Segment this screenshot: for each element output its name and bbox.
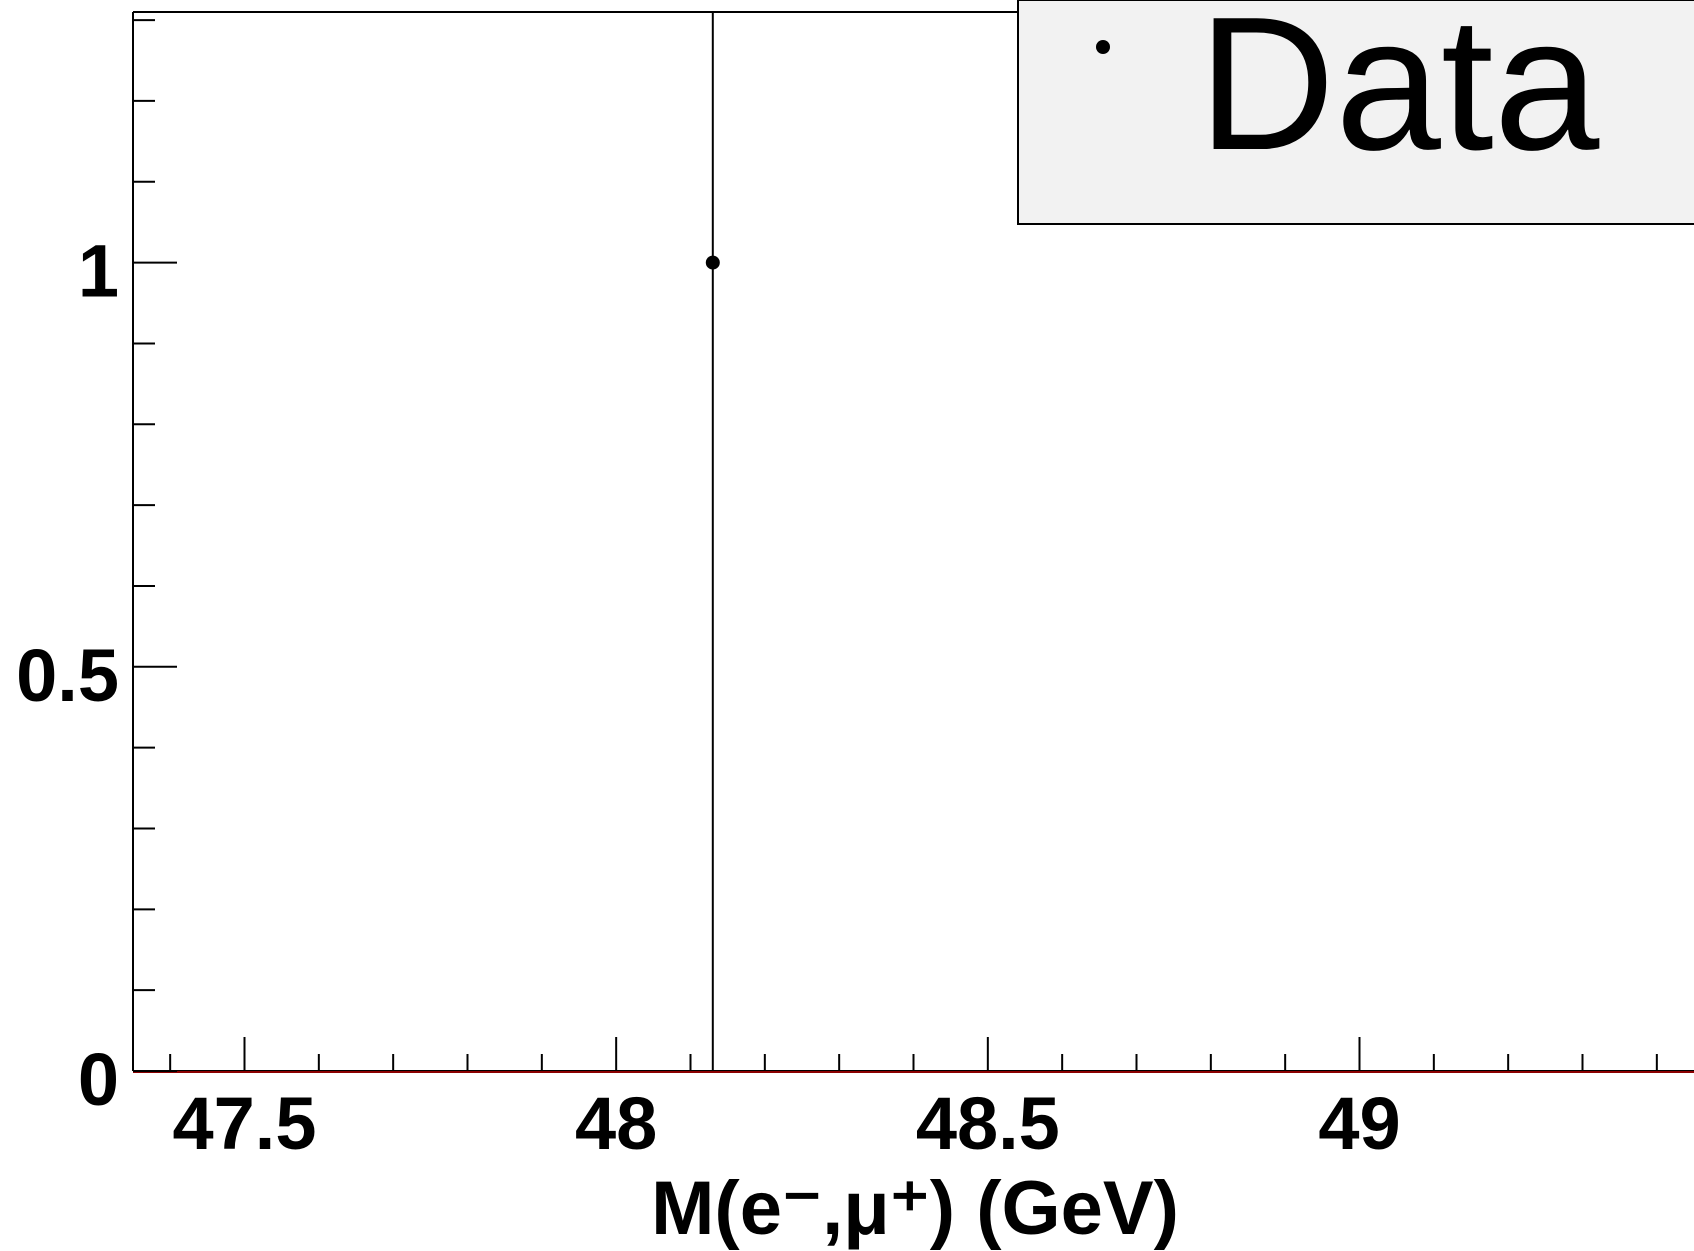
x-axis-tick-labels: 47.5 48 48.5 49: [172, 1082, 1400, 1165]
y-tick-label: 1: [78, 230, 119, 313]
data-point-marker: [705, 255, 720, 270]
x-axis-ticks: [169, 1037, 1658, 1071]
y-tick-label: 0.5: [16, 634, 119, 717]
x-tick-label: 48.5: [916, 1082, 1060, 1165]
x-tick-label: 48: [575, 1082, 657, 1165]
legend-box: [1017, 0, 1694, 225]
y-tick-label: 0: [78, 1038, 119, 1121]
legend-entry-data: Data: [1198, 0, 1600, 190]
x-axis-title: M(e⁻,μ⁺) (GeV): [651, 1166, 1179, 1251]
legend-marker: [1096, 40, 1110, 54]
x-tick-label: 49: [1318, 1082, 1400, 1165]
legend: Data: [1017, 0, 1694, 225]
y-axis-tick-labels: 00.51: [16, 230, 119, 1121]
x-tick-label: 47.5: [172, 1082, 316, 1165]
data-points: [705, 12, 720, 1071]
y-axis-ticks: [133, 19, 177, 1072]
